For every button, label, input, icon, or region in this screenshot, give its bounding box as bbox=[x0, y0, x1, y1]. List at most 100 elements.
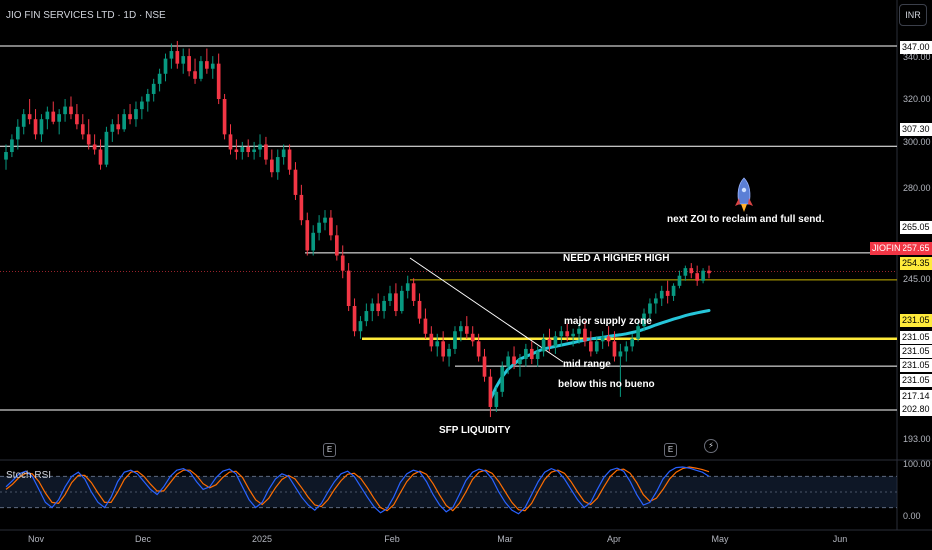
candle-body bbox=[453, 331, 457, 349]
candle-body bbox=[559, 331, 564, 337]
candle-body bbox=[594, 341, 599, 352]
candle-body bbox=[151, 83, 156, 94]
candles-layer bbox=[4, 40, 711, 418]
candle-body bbox=[258, 144, 262, 150]
candle-body bbox=[287, 149, 292, 170]
candle-body bbox=[518, 359, 522, 365]
candle-body bbox=[553, 336, 558, 347]
diagonal-trendline bbox=[409, 257, 564, 363]
stoch-y-tick-label: 0.00 bbox=[903, 511, 921, 521]
earnings-event-marker[interactable]: E bbox=[664, 443, 677, 457]
candle-body bbox=[334, 235, 339, 256]
currency-button[interactable]: INR bbox=[899, 4, 927, 26]
candle-body bbox=[210, 63, 215, 69]
candle-body bbox=[370, 303, 375, 312]
candle-body bbox=[488, 376, 493, 407]
price-level-badge: 231.05 bbox=[900, 359, 932, 372]
price-level-badge: 202.80 bbox=[900, 403, 932, 416]
candle-body bbox=[435, 341, 440, 347]
candle-body bbox=[63, 106, 67, 115]
price-level-badge: 231.05 bbox=[900, 331, 932, 344]
candle-body bbox=[689, 268, 694, 274]
candle-body bbox=[671, 285, 676, 296]
stoch-d-line bbox=[5, 466, 710, 512]
candle-body bbox=[630, 338, 635, 347]
candle-body bbox=[388, 293, 392, 301]
candle-body bbox=[376, 303, 381, 312]
price-level-badge: 347.00 bbox=[900, 41, 932, 54]
candle-body bbox=[104, 131, 109, 165]
candle-body bbox=[21, 114, 26, 127]
candle-body bbox=[246, 146, 251, 153]
candle-body bbox=[270, 159, 274, 173]
candle-body bbox=[15, 126, 20, 140]
candle-body bbox=[299, 194, 304, 221]
annotation-below-no-bueno: below this no bueno bbox=[558, 379, 655, 390]
earnings-event-marker[interactable]: E bbox=[323, 443, 336, 457]
annotation-higher-high: NEED A HIGHER HIGH bbox=[563, 253, 670, 264]
candle-body bbox=[305, 220, 310, 251]
candle-body bbox=[600, 336, 605, 342]
x-tick-label: Jun bbox=[833, 534, 848, 544]
candle-body bbox=[399, 290, 404, 312]
candle-body bbox=[642, 313, 646, 327]
candle-body bbox=[311, 232, 316, 251]
candle-body bbox=[51, 111, 56, 122]
stoch-k-line bbox=[5, 466, 710, 515]
candle-body bbox=[175, 51, 180, 64]
candle-body bbox=[659, 290, 664, 299]
candle-body bbox=[187, 56, 191, 72]
candle-body bbox=[352, 306, 357, 332]
candle-body bbox=[205, 61, 209, 69]
annotation-supply-zone: major supply zone bbox=[564, 316, 652, 327]
candle-body bbox=[193, 71, 197, 79]
candle-body bbox=[459, 326, 463, 332]
candle-body bbox=[163, 58, 168, 74]
candle-body bbox=[624, 346, 629, 352]
candle-body bbox=[293, 169, 298, 195]
candle-body bbox=[27, 114, 32, 120]
candle-body bbox=[524, 348, 528, 360]
candle-body bbox=[216, 63, 221, 100]
candle-body bbox=[57, 114, 61, 122]
candle-body bbox=[33, 119, 38, 135]
candle-body bbox=[134, 109, 138, 120]
candle-body bbox=[140, 101, 144, 110]
candle-body bbox=[169, 51, 174, 59]
x-tick-label: Dec bbox=[135, 534, 152, 544]
rocket-icon bbox=[735, 177, 753, 212]
flash-icon[interactable]: ⚡ bbox=[704, 439, 718, 453]
candle-body bbox=[228, 134, 233, 150]
candle-body bbox=[10, 139, 14, 153]
candle-body bbox=[695, 273, 700, 281]
candle-body bbox=[512, 356, 516, 365]
candle-body bbox=[199, 61, 203, 79]
price-level-badge: 307.30 bbox=[900, 123, 932, 136]
candle-body bbox=[571, 333, 575, 337]
candle-body bbox=[323, 217, 327, 223]
candle-body bbox=[683, 268, 688, 276]
candle-body bbox=[589, 341, 593, 352]
candle-body bbox=[529, 348, 534, 360]
candle-body bbox=[75, 114, 79, 125]
candle-body bbox=[122, 114, 126, 130]
price-level-badge: 231.05 bbox=[900, 345, 932, 358]
y-tick-label: 245.00 bbox=[903, 274, 931, 284]
candle-body bbox=[423, 318, 428, 334]
x-tick-label: Nov bbox=[28, 534, 45, 544]
candle-body bbox=[394, 293, 398, 312]
stoch-title: Stoch RSI bbox=[6, 470, 51, 481]
candle-body bbox=[275, 157, 280, 173]
candle-body bbox=[80, 124, 85, 135]
x-tick-label: 2025 bbox=[252, 534, 272, 544]
annotation-mid-range: mid range bbox=[563, 359, 611, 370]
candle-body bbox=[506, 356, 510, 367]
candle-body bbox=[346, 270, 351, 306]
y-tick-label: 193.00 bbox=[903, 434, 931, 444]
y-tick-label: 280.00 bbox=[903, 183, 931, 193]
candle-body bbox=[110, 124, 115, 132]
candle-body bbox=[535, 351, 540, 360]
candle-body bbox=[476, 341, 481, 357]
candle-body bbox=[565, 331, 570, 337]
